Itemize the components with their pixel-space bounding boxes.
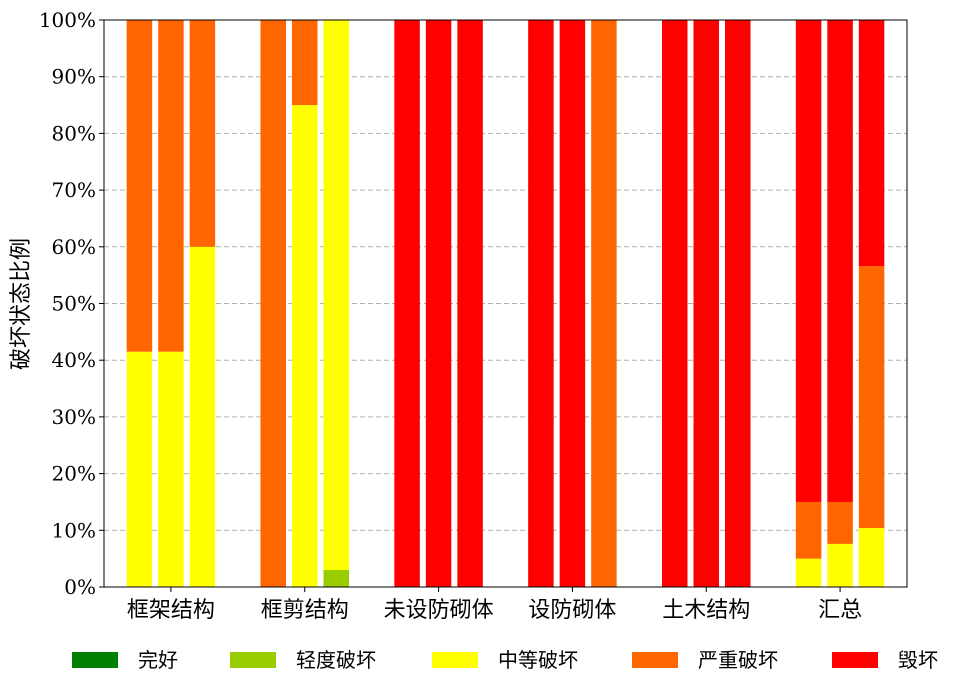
bar-segment [795, 558, 822, 587]
bar-segment [795, 20, 822, 502]
y-tick-label: 100% [39, 8, 96, 32]
bar-segment [528, 20, 554, 587]
bar-segment [158, 20, 184, 352]
bar-segment [591, 20, 617, 587]
y-tick-label: 30% [52, 405, 96, 429]
bar-segment [425, 20, 452, 587]
legend-swatch [432, 652, 478, 668]
y-tick-label: 0% [64, 575, 96, 599]
y-tick-label: 70% [52, 178, 96, 202]
y-tick-label: 20% [52, 462, 96, 486]
y-tick-label: 80% [52, 121, 96, 145]
x-tick-label: 土木结构 [662, 598, 750, 623]
x-tick-label: 未设防砌体 [384, 598, 494, 623]
legend-label: 严重破坏 [698, 648, 778, 672]
bars [126, 20, 885, 588]
bar-segment [559, 20, 586, 587]
bar-segment [858, 528, 885, 587]
bar-segment [858, 266, 885, 529]
legend-swatch [72, 652, 118, 668]
bar-segment [126, 351, 153, 587]
bar-segment [126, 20, 153, 352]
x-tick-label: 汇总 [818, 598, 862, 623]
legend-swatch [832, 652, 878, 668]
y-axis: 0% 10% 20% 30% 40% 50% 60% 70% 80% 90% 100% [39, 8, 104, 599]
y-tick-label: 90% [52, 65, 96, 89]
bar-segment [292, 20, 318, 106]
x-tick-label: 框剪结构 [261, 598, 349, 623]
bar-segment [323, 20, 349, 570]
bar-segment [189, 246, 216, 588]
legend-swatch [230, 652, 276, 668]
y-tick-label: 40% [52, 348, 96, 372]
bar-segment [394, 20, 420, 587]
legend-label: 轻度破坏 [296, 648, 376, 672]
bar-segment [725, 20, 751, 587]
legend-label: 中等破坏 [498, 648, 578, 672]
y-tick-label: 50% [52, 292, 96, 316]
legend: 完好 轻度破坏 中等破坏 严重破坏 毁坏 [72, 648, 938, 672]
legend-swatch [632, 652, 678, 668]
y-tick-label: 60% [52, 235, 96, 259]
bar-segment [858, 20, 885, 267]
bar-segment [693, 20, 719, 587]
y-tick-label: 10% [52, 518, 96, 542]
bar-segment [827, 20, 853, 502]
bar-segment [827, 543, 853, 587]
bar-segment [662, 20, 688, 587]
bar-segment [292, 105, 318, 588]
x-tick-label: 设防砌体 [528, 598, 616, 623]
legend-label: 毁坏 [898, 648, 938, 672]
y-axis-label: 破坏状态比例 [9, 238, 34, 370]
bar-segment [323, 569, 349, 587]
x-tick-label: 框架结构 [127, 598, 215, 623]
x-axis: 框架结构 框剪结构 未设防砌体 设防砌体 土木结构 汇总 [127, 587, 862, 623]
bar-segment [260, 20, 286, 587]
gridlines [104, 76, 907, 531]
bar-segment [189, 20, 216, 247]
bar-segment [827, 501, 853, 544]
bar-segment [795, 501, 822, 559]
bar-segment [457, 20, 483, 587]
bar-segment [158, 351, 184, 587]
legend-label: 完好 [138, 648, 178, 672]
